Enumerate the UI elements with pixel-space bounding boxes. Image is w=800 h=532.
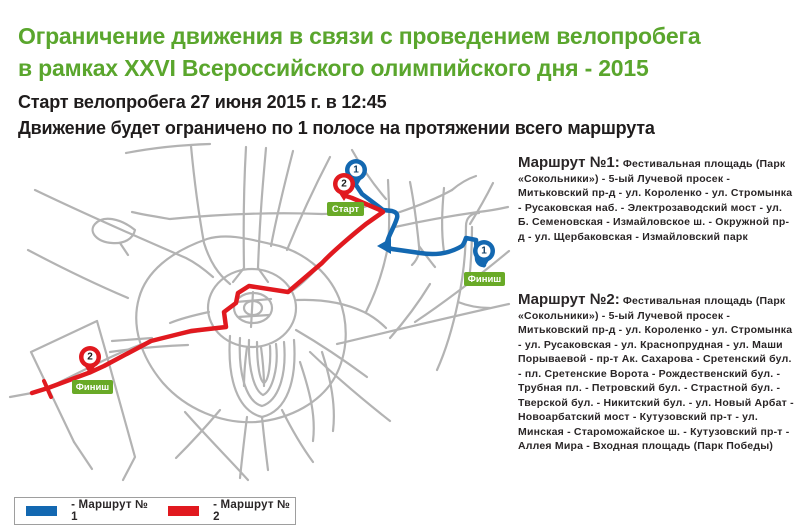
pin-number-route2-finish: 2 (87, 352, 93, 363)
route1-description: Фестивальная площадь (Парк «Сокольники»)… (518, 158, 793, 243)
main-title: Ограничение движения в связи с проведени… (18, 20, 793, 84)
start-label: Старт (327, 202, 364, 216)
finish-label-route1: Финиш (464, 272, 505, 286)
map-pin-route1-finish-icon: 1 (473, 240, 495, 268)
legend-label-route2: - Маршрут № 2 (213, 499, 291, 523)
pin-number-route1-finish: 1 (481, 246, 487, 257)
legend: - Маршрут № 1 - Маршрут № 2 (14, 497, 296, 525)
route2-description: Фестивальная площадь (Парк «Сокольники»)… (518, 295, 794, 452)
main-title-line2: в рамках XXVI Всероссийского олимпийског… (18, 55, 649, 81)
subtitle: Старт велопробега 27 июня 2015 г. в 12:4… (18, 89, 793, 141)
legend-swatch-route2 (168, 506, 200, 516)
map-pin-route2-start-icon: 2 (333, 173, 355, 201)
pin-number-route1-start: 1 (353, 165, 359, 176)
pin-number-route2-start: 2 (341, 179, 347, 190)
route1-direction-arrow-icon (377, 238, 391, 254)
legend-swatch-route1 (26, 506, 58, 516)
route2-end-tick (42, 379, 53, 399)
subtitle-line1: Старт велопробега 27 июня 2015 г. в 12:4… (18, 92, 387, 112)
route-map-container: 1 2 Старт 1 Финиш 2 Финиш (0, 140, 515, 500)
finish-label-route1-text: Финиш (468, 274, 502, 285)
subtitle-line2: Движение будет ограничено по 1 полосе на… (18, 118, 655, 138)
main-title-line1: Ограничение движения в связи с проведени… (18, 23, 701, 49)
route2-info: Маршрут №2: Фестивальная площадь (Парк «… (518, 291, 796, 454)
route1-path (353, 182, 487, 268)
legend-label-route1: - Маршрут № 1 (71, 499, 149, 523)
map-pin-route2-finish-icon: 2 (79, 346, 101, 375)
route2-layer (29, 192, 386, 399)
route2-path (29, 192, 386, 396)
route1-heading: Маршрут №1: (518, 154, 620, 171)
moscow-route-map: 1 2 Старт 1 Финиш 2 Финиш (8, 142, 511, 482)
roads-layer (8, 142, 511, 482)
route1-info: Маршрут №1: Фестивальная площадь (Парк «… (518, 154, 796, 244)
route1-layer (353, 182, 487, 268)
start-label-text: Старт (332, 204, 359, 215)
finish-label-route2-text: Финиш (76, 382, 110, 393)
finish-label-route2: Финиш (72, 380, 113, 394)
route2-heading: Маршрут №2: (518, 291, 620, 308)
